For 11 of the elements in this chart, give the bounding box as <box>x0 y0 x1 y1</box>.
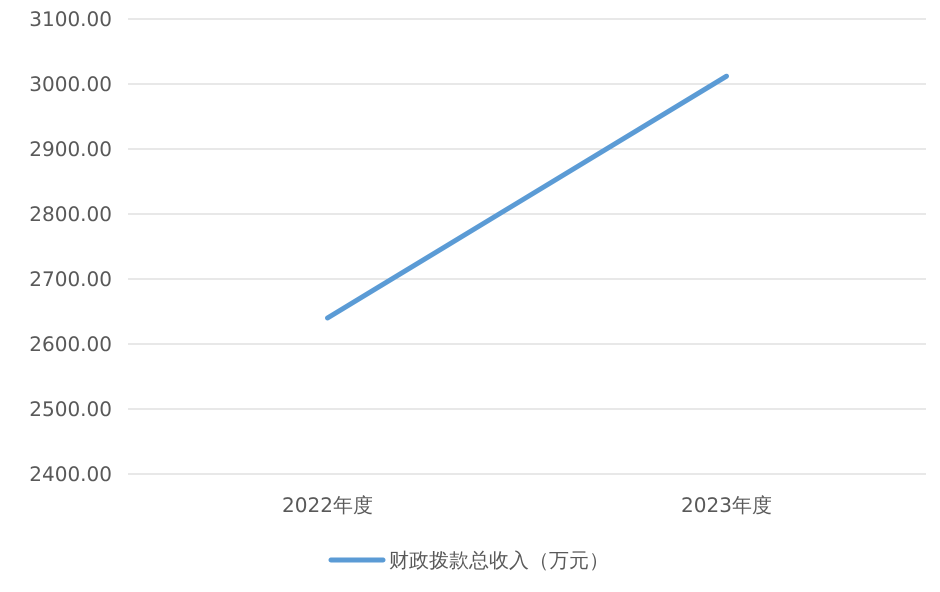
y-tick-label: 3000.00 <box>29 72 112 96</box>
y-tick-label: 2700.00 <box>29 267 112 291</box>
y-tick-label: 2600.00 <box>29 332 112 356</box>
x-tick-label: 2022年度 <box>282 493 373 517</box>
y-tick-label: 2800.00 <box>29 202 112 226</box>
y-tick-label: 2900.00 <box>29 137 112 161</box>
y-tick-label: 2400.00 <box>29 462 112 486</box>
y-tick-label: 2500.00 <box>29 397 112 421</box>
x-tick-label: 2023年度 <box>681 493 772 517</box>
y-tick-label: 3100.00 <box>29 7 112 31</box>
legend-label: 财政拨款总收入（万元） <box>389 548 609 572</box>
